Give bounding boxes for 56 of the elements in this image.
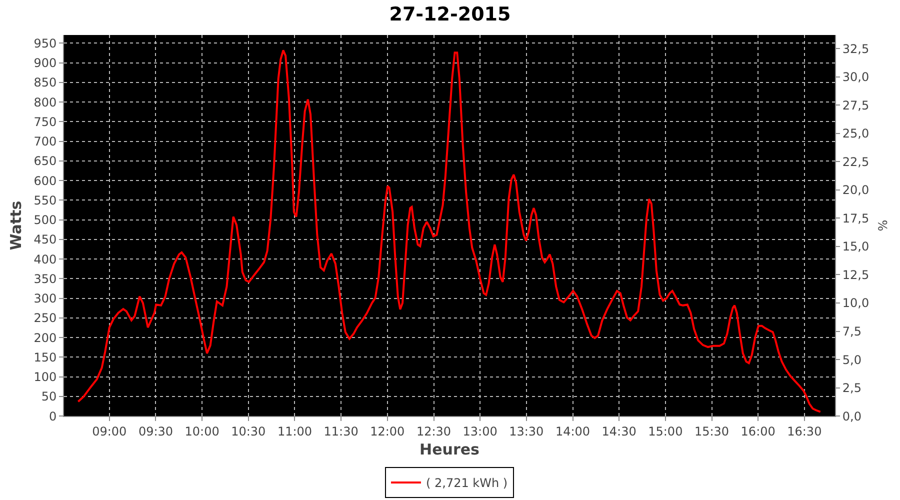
y-tick-label: 750 [34, 114, 57, 129]
y-tick-label: 650 [34, 154, 57, 168]
y-tick-label: 700 [34, 134, 57, 149]
y-tick-label: 50 [41, 390, 57, 404]
y2-tick-label: 27,5 [842, 98, 870, 112]
y-tick-label: 900 [34, 56, 57, 70]
line-series [77, 49, 822, 413]
y-tick-label: 550 [34, 193, 57, 208]
y2-tick-label: 25,0 [842, 126, 870, 141]
y-tick-label: 0 [48, 409, 57, 424]
x-tick-label: 10:00 [184, 424, 220, 438]
y2-tick-label: 2,5 [842, 381, 862, 396]
x-tick-label: 12:30 [416, 424, 452, 438]
x-tick-label: 09:00 [92, 424, 127, 438]
y-tick-label: 450 [34, 232, 57, 247]
x-tick-label: 11:00 [277, 424, 312, 438]
y-tick-label: 500 [34, 213, 57, 228]
y-tick-label: 200 [34, 330, 57, 345]
y-tick-label: 300 [34, 292, 57, 306]
y2-tick-label: 22,5 [842, 154, 870, 169]
y-tick-label: 250 [34, 311, 57, 326]
y-tick-label: 600 [34, 174, 57, 188]
y2-tick-label: 12,5 [842, 268, 870, 282]
x-tick-label: 15:30 [694, 424, 730, 438]
y2-tick-label: 0,0 [842, 409, 862, 424]
chart-title: 27-12-2015 [389, 4, 511, 26]
x-axis-title: Heures [420, 440, 480, 458]
x-tick-label: 10:30 [231, 424, 266, 438]
y2-tick-label: 30,0 [842, 70, 870, 84]
y2-tick-label: 10,0 [842, 296, 870, 310]
y2-tick-label: 7,5 [842, 324, 862, 338]
x-tick-label: 12:00 [370, 424, 405, 438]
y-tick-label: 400 [34, 252, 57, 266]
y2-tick-label: 20,0 [842, 183, 870, 198]
y-tick-label: 800 [34, 95, 57, 110]
y-tick-label: 100 [34, 370, 57, 384]
y-tick-label: 950 [34, 36, 57, 50]
y2-axis-title: % [876, 220, 890, 232]
x-tick-label: 14:00 [555, 424, 590, 438]
y-axis-title: Watts [6, 200, 25, 250]
y2-tick-label: 17,5 [842, 211, 870, 226]
y-tick-label: 850 [34, 76, 57, 90]
x-tick-label: 13:00 [462, 424, 498, 438]
y2-tick-label: 5,0 [842, 352, 862, 367]
x-tick-label: 16:00 [740, 424, 776, 438]
legend-label: ( 2,721 kWh ) [426, 476, 508, 490]
x-tick-label: 09:30 [138, 424, 174, 438]
x-tick-label: 16:30 [787, 424, 822, 438]
x-tick-label: 15:00 [648, 424, 683, 438]
y-tick-label: 350 [34, 272, 57, 286]
x-tick-label: 11:30 [324, 424, 358, 438]
x-tick-label: 14:30 [602, 424, 636, 438]
y2-tick-label: 15,0 [842, 240, 870, 254]
y-tick-label: 150 [34, 350, 57, 364]
y2-tick-label: 32,5 [842, 42, 870, 56]
x-tick-label: 13:30 [509, 424, 544, 438]
